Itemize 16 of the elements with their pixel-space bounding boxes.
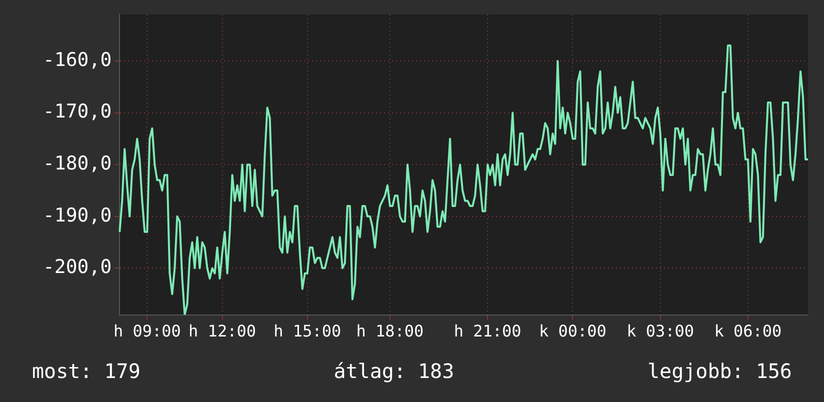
text: átlag: 183 [334,359,454,383]
y-tick-label: -200,0 [42,256,112,278]
x-tick-label: k 00:00 [538,322,606,341]
text: legjobb: 156 [647,359,792,383]
x-tick-label: k 03:00 [626,322,694,341]
y-tick-label: -160,0 [42,48,112,71]
x-tick-label: h 15:00 [274,322,342,341]
x-tick-label: h 12:00 [188,322,256,341]
x-tick-label: h 09:00 [113,322,181,341]
y-tick-label: -170,0 [42,100,112,123]
y-tick-label: -180,0 [42,152,112,175]
x-tick-label: k 06:00 [714,322,782,341]
y-tick-label: -190,0 [42,204,112,226]
x-tick-label: h 21:00 [454,322,522,341]
text: most: 179 [32,359,140,383]
x-tick-label: h 18:00 [356,322,424,341]
